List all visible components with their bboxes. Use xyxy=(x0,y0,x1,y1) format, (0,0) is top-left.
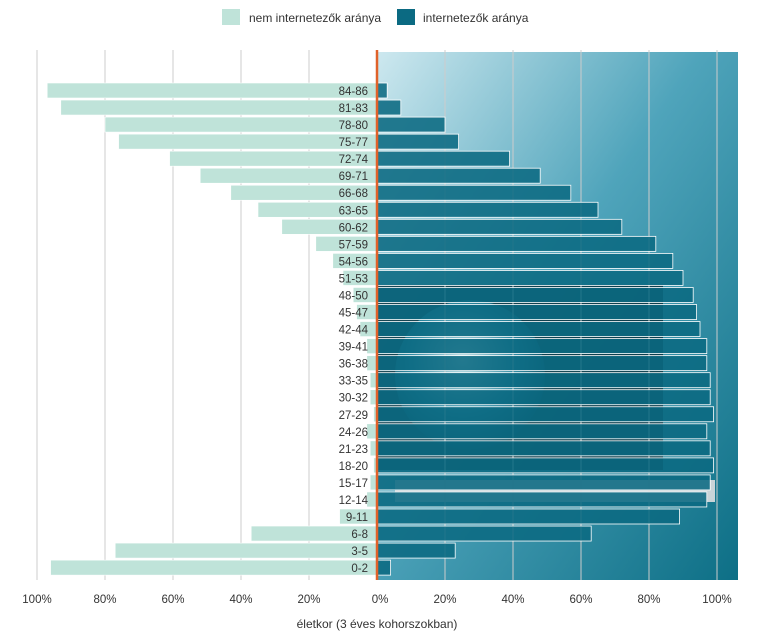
bar-non-internet xyxy=(46,82,378,99)
bar-internet xyxy=(376,99,402,116)
age-group-label: 54-56 xyxy=(339,256,368,268)
bar-internet xyxy=(376,525,592,542)
bar-internet xyxy=(376,235,657,252)
age-group-label: 48-50 xyxy=(339,290,368,302)
age-group-label: 9-11 xyxy=(346,512,368,524)
bar-internet xyxy=(376,338,708,355)
x-tick-label: 100% xyxy=(702,594,731,606)
x-tick-label: 60% xyxy=(161,594,184,606)
bar-non-internet xyxy=(60,99,378,116)
age-group-label: 33-35 xyxy=(339,376,368,388)
age-group-label: 57-59 xyxy=(339,239,368,251)
age-group-label: 12-14 xyxy=(339,495,369,507)
age-group-label: 21-23 xyxy=(339,444,368,456)
age-group-label: 24-26 xyxy=(339,427,368,439)
bar-internet xyxy=(376,287,694,303)
bar-internet xyxy=(376,372,711,389)
bar-non-internet xyxy=(366,338,378,354)
bar-internet xyxy=(376,252,674,269)
bar-non-internet xyxy=(104,116,378,133)
bar-internet xyxy=(376,150,511,167)
bar-internet xyxy=(376,559,392,576)
bar-internet xyxy=(376,355,708,372)
age-group-label: 42-44 xyxy=(339,325,369,337)
bar-internet xyxy=(376,491,708,508)
bar-internet xyxy=(376,457,715,474)
age-group-label: 81-83 xyxy=(339,103,368,115)
bar-internet xyxy=(376,218,623,235)
age-group-label: 63-65 xyxy=(339,205,368,217)
bar-internet xyxy=(376,423,708,440)
x-tick-label: 100% xyxy=(22,594,51,606)
age-group-label: 30-32 xyxy=(339,393,368,405)
age-group-label: 36-38 xyxy=(339,359,368,371)
age-group-label: 69-71 xyxy=(339,171,368,183)
bar-internet xyxy=(376,116,446,133)
x-tick-label: 0% xyxy=(372,594,389,606)
bar-non-internet xyxy=(366,355,378,371)
bar-internet xyxy=(376,389,711,406)
bar-internet xyxy=(376,508,681,525)
category-labels: 84-86 81-83 78-80 75-77 72-74 69-71 66-68 63-65… xyxy=(339,86,369,575)
x-tick-label: 80% xyxy=(637,594,660,606)
bar-internet xyxy=(376,474,711,491)
bar-internet xyxy=(376,440,711,457)
bar-internet xyxy=(376,406,715,423)
bar-internet xyxy=(376,201,599,218)
age-group-label: 51-53 xyxy=(339,273,368,285)
bar-non-internet xyxy=(366,423,378,440)
x-axis-label: életkor (3 éves kohorszokban) xyxy=(297,617,458,631)
age-group-label: 27-29 xyxy=(339,410,368,422)
bars xyxy=(46,82,715,576)
age-group-label: 60-62 xyxy=(339,222,368,234)
legend-swatch-non-internet xyxy=(222,9,240,25)
age-group-label: 75-77 xyxy=(339,137,368,149)
age-group-label: 6-8 xyxy=(351,529,368,541)
bar-non-internet xyxy=(366,491,378,508)
bar-non-internet xyxy=(114,542,378,559)
legend-label-internet: internetezők aránya xyxy=(423,11,529,25)
age-group-label: 15-17 xyxy=(339,478,368,490)
age-group-label: 39-41 xyxy=(339,342,368,354)
bar-non-internet xyxy=(50,559,378,576)
x-tick-label: 40% xyxy=(501,594,524,606)
x-tick-label: 20% xyxy=(297,594,320,606)
x-tick-label: 60% xyxy=(569,594,592,606)
age-group-label: 18-20 xyxy=(339,461,368,473)
age-group-label: 78-80 xyxy=(339,120,368,132)
bar-internet xyxy=(376,167,541,184)
legend: nem internetezők aránya internetezők ará… xyxy=(222,9,529,25)
x-tick-labels: 100% 80% 60% 40% 20% 0% 20% 40% 60% 80% 100% xyxy=(22,594,731,606)
age-group-label: 0-2 xyxy=(351,563,368,575)
bar-internet xyxy=(376,304,698,320)
bar-internet xyxy=(376,542,456,559)
age-group-label: 84-86 xyxy=(339,86,368,98)
age-group-label: 45-47 xyxy=(339,308,368,320)
x-tick-label: 20% xyxy=(433,594,456,606)
age-group-label: 72-74 xyxy=(339,154,369,166)
legend-label-non-internet: nem internetezők aránya xyxy=(249,11,381,25)
x-tick-label: 40% xyxy=(229,594,252,606)
bar-internet xyxy=(376,133,459,150)
age-group-label: 3-5 xyxy=(351,546,368,558)
age-group-label: 66-68 xyxy=(339,188,368,200)
legend-swatch-internet xyxy=(397,9,415,25)
bar-internet xyxy=(376,82,388,99)
bar-internet xyxy=(376,270,684,286)
x-tick-label: 80% xyxy=(93,594,116,606)
bar-internet xyxy=(376,321,701,337)
bar-internet xyxy=(376,184,572,201)
